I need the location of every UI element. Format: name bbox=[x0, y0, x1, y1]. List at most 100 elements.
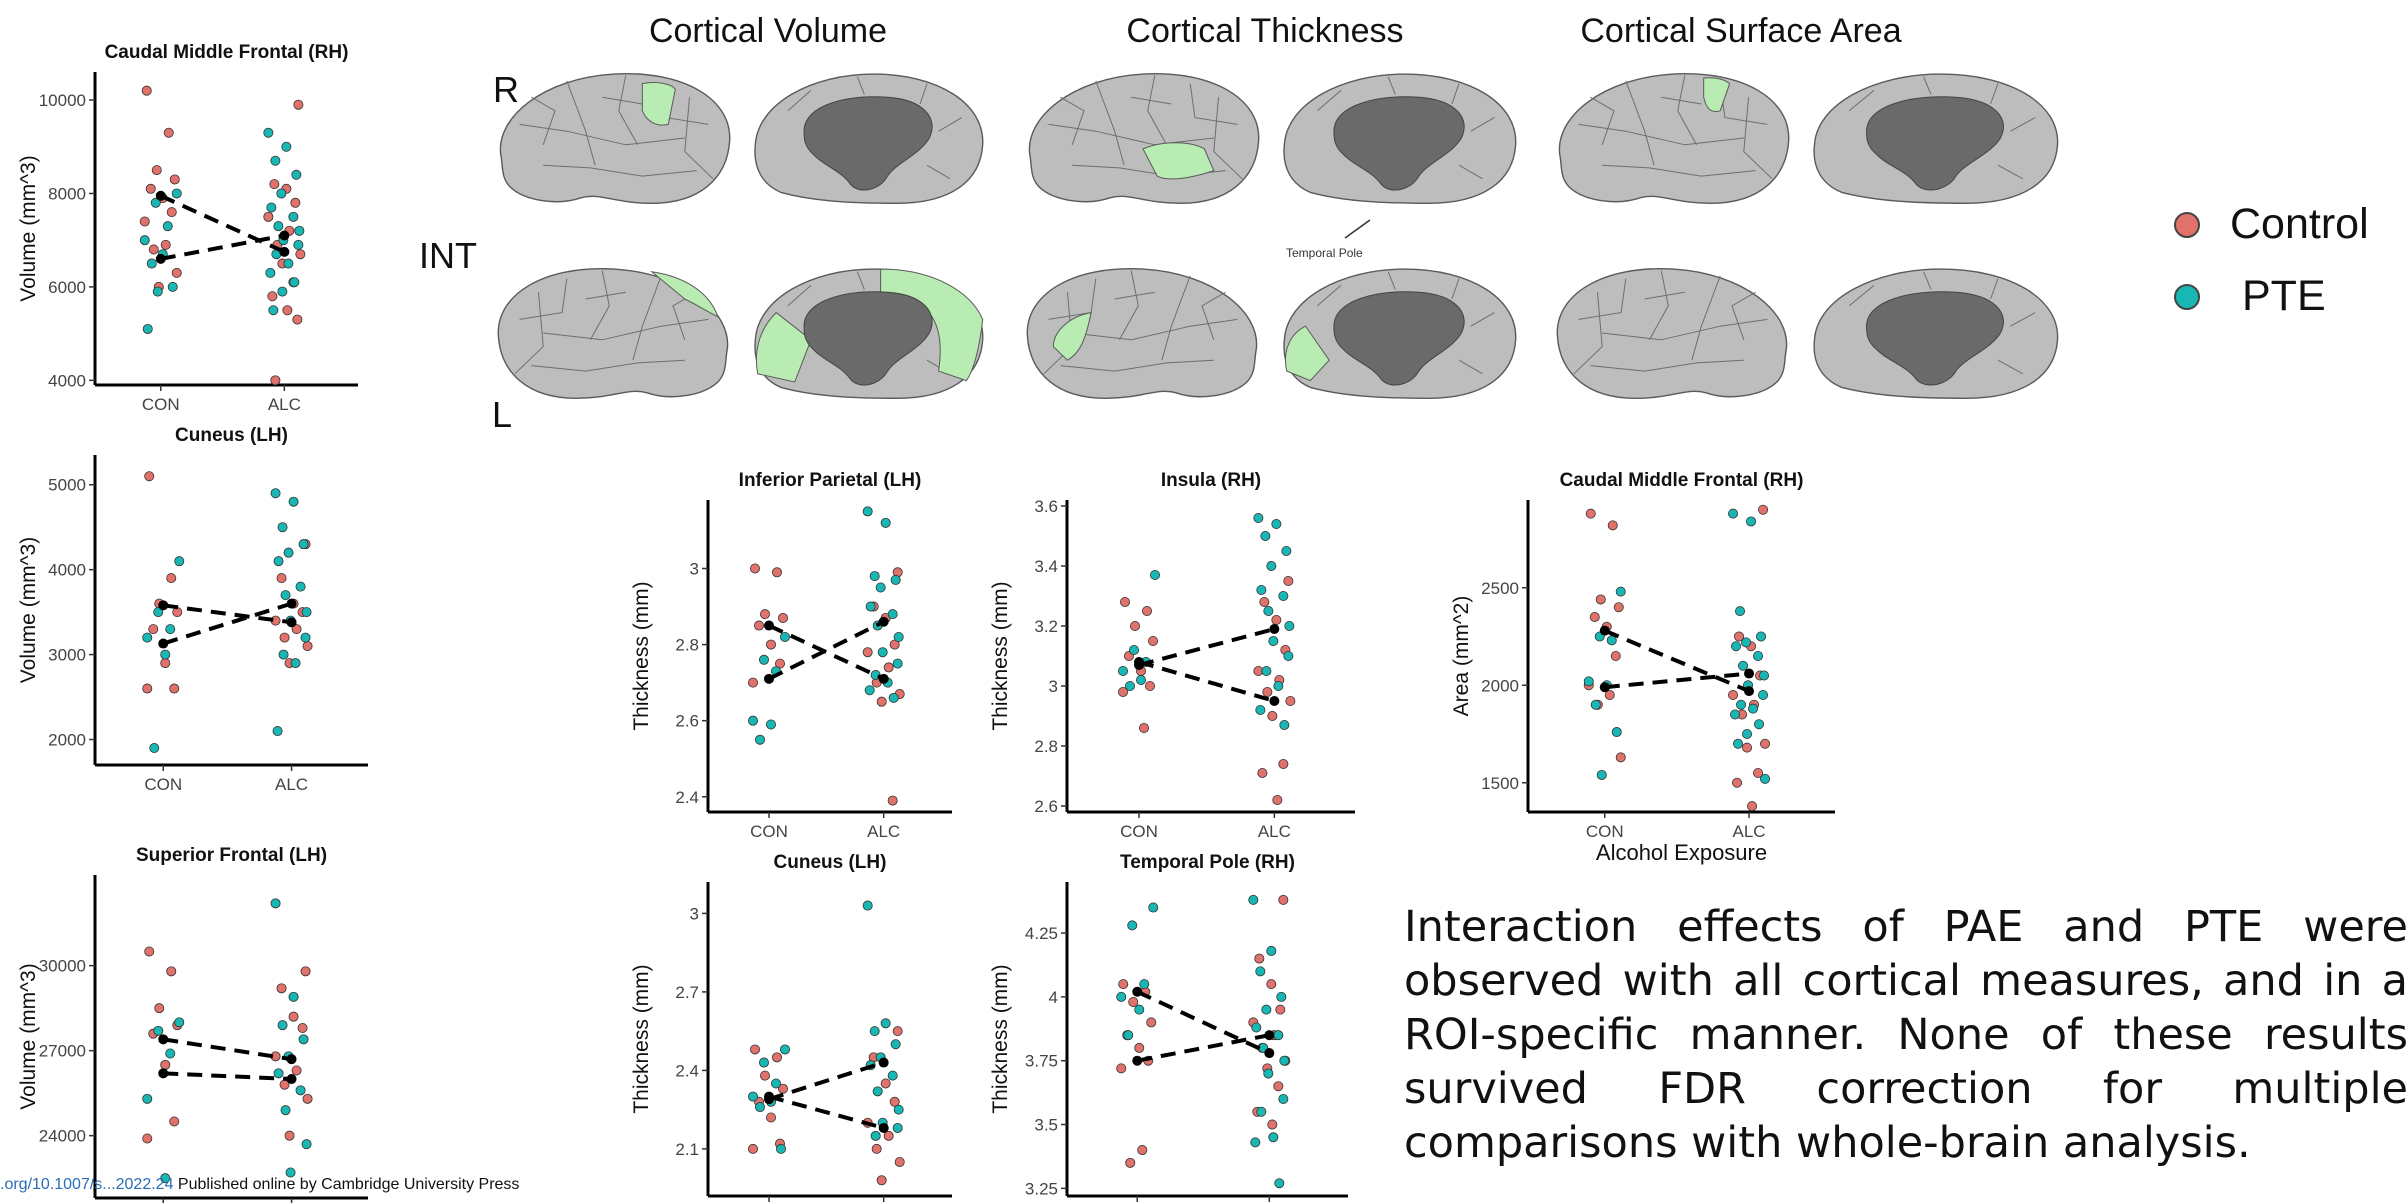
point-control bbox=[1128, 996, 1139, 1007]
point-pte bbox=[142, 323, 153, 334]
brain-left-1-med-sulcus-1 bbox=[1388, 272, 1395, 290]
brain-left-0-lat-sulcus-0 bbox=[633, 276, 661, 360]
point-pte bbox=[1268, 636, 1279, 647]
point-control bbox=[1758, 504, 1769, 515]
footer-doi-link[interactable]: .org/10.1007/s...2022.24 bbox=[0, 1176, 174, 1193]
point-pte bbox=[1284, 621, 1295, 632]
point-pte bbox=[1278, 591, 1289, 602]
point-control bbox=[1118, 979, 1129, 990]
y-tick-label: 3000 bbox=[48, 646, 86, 665]
mean-point bbox=[1134, 660, 1144, 670]
chart-3: Inferior Parietal (LH) 2.4 2.6 2.8 3 CON ALC Th… bbox=[630, 470, 952, 841]
point-control bbox=[166, 966, 177, 977]
point-control bbox=[160, 1059, 171, 1070]
point-pte bbox=[1250, 1137, 1261, 1148]
point-control bbox=[292, 314, 303, 325]
y-tick-label: 2000 bbox=[48, 731, 86, 750]
point-pte bbox=[1753, 651, 1764, 662]
point-pte bbox=[870, 1130, 881, 1141]
y-tick-label: 4000 bbox=[48, 561, 86, 580]
brain-left-2-med-sulcus-3 bbox=[2010, 313, 2035, 327]
brain-right-1-lat-sulcus-1 bbox=[1148, 75, 1167, 144]
mean-line bbox=[162, 1037, 292, 1062]
brain-right-1-med-sulcus-1 bbox=[1388, 77, 1395, 95]
mean-point bbox=[1599, 625, 1610, 636]
mean-point bbox=[158, 1034, 169, 1045]
chart-title: Cuneus (LH) bbox=[774, 852, 887, 873]
mean-point bbox=[1264, 1030, 1275, 1041]
y-tick-label: 3.75 bbox=[1025, 1052, 1058, 1071]
point-pte bbox=[1136, 675, 1147, 686]
mean-line bbox=[768, 1094, 885, 1130]
chart-1: Cuneus (LH) 2000 3000 4000 5000 CON ALC Volume … bbox=[17, 425, 368, 794]
point-pte bbox=[1256, 1106, 1267, 1117]
point-control bbox=[302, 641, 313, 652]
point-pte bbox=[862, 900, 873, 911]
y-tick-label: 24000 bbox=[39, 1127, 86, 1146]
brain-left-2-med-sulcus-0 bbox=[1849, 285, 1874, 305]
point-pte bbox=[1251, 1022, 1262, 1033]
point-pte bbox=[1116, 991, 1127, 1002]
point-pte bbox=[1125, 681, 1136, 692]
y-tick-label: 2500 bbox=[1481, 579, 1519, 598]
point-pte bbox=[160, 1173, 171, 1184]
point-control bbox=[1266, 979, 1277, 990]
brain-right-2-med-sulcus-4 bbox=[1998, 165, 2023, 179]
point-pte bbox=[1283, 651, 1294, 662]
point-control bbox=[144, 946, 155, 957]
point-control bbox=[894, 1156, 905, 1167]
chart-0: Caudal Middle Frontal (RH) 4000 6000 8000 10… bbox=[17, 42, 358, 414]
brain-left-1-lat-surface bbox=[1027, 269, 1256, 399]
point-pte bbox=[263, 127, 274, 138]
brain-right-0-lat bbox=[500, 74, 729, 204]
brain-right-0-lat-sulcus-5 bbox=[531, 97, 555, 145]
point-control bbox=[1272, 795, 1283, 806]
point-pte bbox=[301, 1139, 312, 1150]
brain-right-0-med-sulcus-4 bbox=[927, 165, 950, 179]
x-tick-label: ALC bbox=[1258, 822, 1291, 841]
point-control bbox=[889, 639, 900, 650]
col-title-volume: Cortical Volume bbox=[649, 12, 887, 50]
point-pte bbox=[1271, 519, 1282, 530]
row-label-right: R bbox=[493, 69, 519, 110]
y-tick-label: 4000 bbox=[48, 371, 86, 390]
y-tick-label: 4.25 bbox=[1025, 924, 1058, 943]
mean-line bbox=[768, 623, 885, 681]
brain-right-0-lat-sulcus-4 bbox=[543, 165, 696, 176]
point-pte bbox=[1730, 709, 1741, 720]
point-control bbox=[892, 1026, 903, 1037]
brain-left-2-med-sulcus-1 bbox=[1924, 272, 1931, 290]
point-pte bbox=[298, 539, 309, 550]
point-control bbox=[1134, 1042, 1145, 1053]
y-tick-label: 3 bbox=[690, 904, 699, 923]
point-pte bbox=[153, 607, 164, 618]
y-tick-label: 3 bbox=[690, 559, 699, 578]
point-pte bbox=[142, 1093, 153, 1104]
point-pte bbox=[1266, 561, 1277, 572]
point-pte bbox=[278, 649, 289, 660]
point-control bbox=[871, 1143, 882, 1154]
point-control bbox=[778, 612, 789, 623]
point-pte bbox=[1260, 531, 1271, 542]
chart-title: Temporal Pole (RH) bbox=[1120, 852, 1295, 873]
brain-right-1-med-sulcus-3 bbox=[1471, 118, 1495, 132]
col-title-thickness: Cortical Thickness bbox=[1126, 12, 1403, 50]
point-control bbox=[1125, 1157, 1136, 1168]
brain-left-1-med-sulcus-2 bbox=[1452, 279, 1459, 299]
y-axis-label: Volume (mm^3) bbox=[17, 963, 40, 1109]
point-control bbox=[1259, 597, 1270, 608]
brain-left-0-lat-sulcus-6 bbox=[515, 292, 543, 374]
point-control bbox=[169, 174, 180, 185]
brain-right-0-lat-surface bbox=[500, 74, 729, 204]
brain-right-1-lat-sulcus-6 bbox=[1214, 97, 1242, 179]
brain-right-0-med-sulcus-3 bbox=[939, 118, 962, 132]
brain-right-1-med-sulcus-2 bbox=[1452, 84, 1459, 104]
point-pte bbox=[1756, 631, 1767, 642]
point-control bbox=[154, 1003, 165, 1014]
brain-surfaces bbox=[498, 74, 2057, 399]
point-pte bbox=[270, 488, 281, 499]
mean-point bbox=[1132, 1055, 1143, 1066]
point-control bbox=[766, 639, 777, 650]
point-control bbox=[1734, 631, 1745, 642]
legend-item-pte: PTE bbox=[2174, 272, 2326, 321]
